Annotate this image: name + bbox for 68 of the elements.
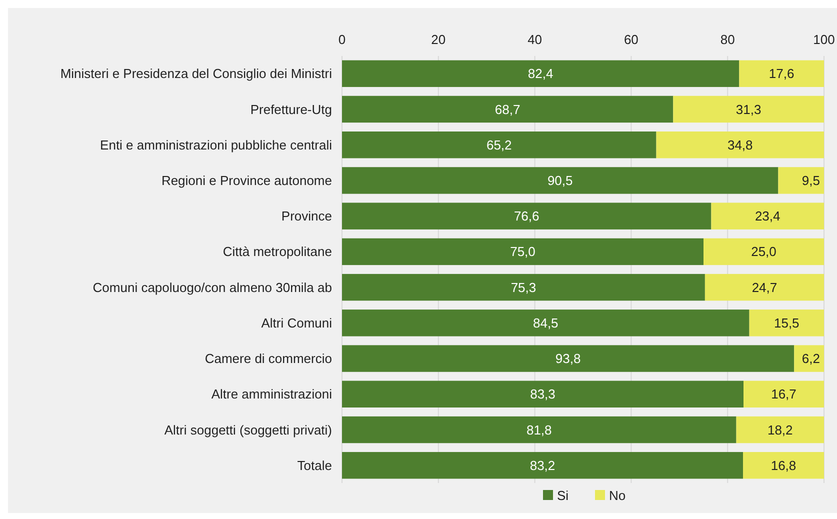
bar [342,238,704,266]
y-tick-label: Enti e amministrazioni pubbliche centrali [100,137,332,152]
bar [704,274,824,301]
data-label: 75,0 [510,244,536,260]
bar [743,452,824,479]
bar [342,167,778,194]
bar [342,452,744,479]
data-label: 93,8 [555,351,581,366]
bar [704,238,824,266]
y-tick-label: Regioni e Province autonome [161,173,332,188]
bar [342,345,794,372]
bar [739,60,824,87]
data-label: 17,6 [768,66,794,82]
x-tick-label: 60 [624,32,638,47]
bar [342,132,656,158]
y-tick-label: Totale [297,458,332,473]
bar [749,310,824,336]
data-label: 90,5 [547,173,573,188]
data-label: 16,7 [771,386,796,402]
bar [744,380,824,408]
data-label: 83,2 [530,458,556,473]
data-label: 75,3 [510,280,536,295]
data-label: 82,4 [528,66,554,82]
y-tick-label: Altri Comuni [261,315,332,330]
bar [711,202,824,230]
data-label: 65,2 [486,137,512,152]
y-tick-label: Province [281,208,332,224]
legend-label: No [609,488,626,503]
bar [778,167,824,194]
data-label: 16,8 [770,458,796,473]
bar [342,274,705,301]
y-tick-label: Comuni capoluogo/con almeno 30mila ab [92,280,332,295]
x-tick-label: 40 [528,32,542,47]
bar [794,345,824,372]
data-label: 84,5 [532,315,558,330]
bar [342,202,712,230]
bar [736,416,824,444]
bar [342,96,674,123]
bar [342,310,750,336]
bar [656,132,824,158]
bar [342,380,744,408]
legend-label: Si [557,488,569,503]
y-tick-label: Altre amministrazioni [211,386,332,402]
x-tick-label: 20 [431,32,446,47]
data-label: 9,5 [802,173,820,188]
x-tick-label: 100 [813,32,835,47]
data-label: 83,3 [530,386,556,402]
y-tick-label: Ministeri e Presidenza del Consiglio dei Ministri [60,66,332,82]
data-label: 23,4 [754,208,780,224]
y-tick-label: Città metropolitane [222,244,332,260]
y-tick-label: Prefetture-Utg [250,102,332,117]
data-label: 18,2 [767,422,793,438]
data-label: 34,8 [727,137,753,152]
x-tick-label: 0 [338,32,346,47]
bar [673,96,824,123]
data-label: 81,8 [526,422,552,438]
data-label: 15,5 [774,315,800,330]
data-label: 6,2 [802,351,820,366]
x-tick-label: 80 [720,32,735,47]
y-tick-label: Camere di commercio [204,351,332,366]
bar [342,416,736,444]
data-label: 68,7 [494,102,520,117]
data-label: 76,6 [514,208,540,224]
data-label: 31,3 [736,102,762,117]
data-label: 24,7 [752,280,778,295]
bar [342,60,740,87]
data-label: 25,0 [751,244,776,260]
y-tick-label: Altri soggetti (soggetti privati) [164,422,332,438]
